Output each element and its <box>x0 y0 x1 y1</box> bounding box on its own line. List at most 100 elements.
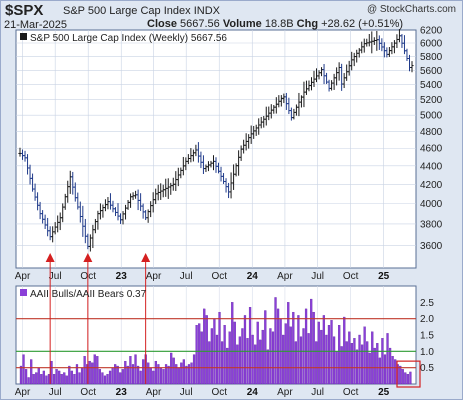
sentiment-bar <box>383 354 387 385</box>
price-x-tick: 24 <box>247 271 259 282</box>
chg-label: Chg <box>296 18 319 30</box>
sentiment-bar <box>315 341 318 385</box>
sentiment-bar <box>96 356 99 385</box>
sentiment-bar <box>108 370 112 385</box>
sentiment-bar <box>394 359 397 385</box>
sentiment-bar <box>190 362 193 385</box>
sentiment-bar <box>251 334 254 385</box>
sentiment-bar <box>63 372 66 385</box>
sentiment-bar <box>45 375 48 385</box>
sentiment-bar <box>368 352 371 385</box>
sentiment-bar <box>73 374 76 385</box>
sentiment-bar <box>238 336 242 385</box>
volume-value: 18.8B <box>264 18 294 30</box>
sentiment-bar <box>27 377 30 385</box>
sentiment-bar <box>317 321 320 385</box>
sentiment-bar <box>88 360 91 385</box>
sentiment-bar <box>22 354 25 385</box>
sentiment-bar <box>208 341 211 385</box>
sentiment-x-tick: Apr <box>15 387 31 398</box>
sentiment-bar <box>192 354 196 385</box>
sentiment-bar <box>353 338 356 385</box>
sentiment-x-tick: 24 <box>247 387 259 398</box>
low-arrow <box>45 253 55 262</box>
sentiment-bar <box>218 311 221 385</box>
sentiment-bar <box>203 308 206 385</box>
sentiment-x-tick: 25 <box>378 387 390 398</box>
sentiment-bar <box>355 349 359 385</box>
sentiment-bar <box>312 311 315 385</box>
close-label: Close <box>147 18 177 30</box>
sentiment-bar <box>24 369 28 385</box>
sentiment-bar <box>226 347 229 385</box>
price-y-tick: 4000 <box>420 199 443 210</box>
sentiment-bar <box>322 315 326 385</box>
sentiment-x-tick: Jul <box>49 387 62 398</box>
price-y-tick: 6200 <box>420 26 443 37</box>
sentiment-bar <box>30 359 33 385</box>
sentiment-bar <box>304 308 308 385</box>
sentiment-bar <box>243 315 247 385</box>
sentiment-bar <box>170 352 173 385</box>
source-credit: @ StockCharts.com <box>366 4 456 15</box>
sentiment-bar <box>363 326 366 385</box>
sentiment-bar <box>284 323 287 385</box>
sentiment-bar <box>220 341 224 385</box>
sentiment-bar <box>124 360 127 385</box>
sentiment-x-tick: 23 <box>116 387 128 398</box>
sentiment-bar <box>80 367 84 385</box>
price-y-tick: 5200 <box>420 95 443 106</box>
sentiment-bar <box>246 338 249 385</box>
sentiment-bar <box>180 362 183 385</box>
sentiment-legend-swatch <box>20 289 27 296</box>
sentiment-bar <box>376 343 379 385</box>
sentiment-bar <box>386 333 389 385</box>
annotations <box>45 253 421 388</box>
price-legend: S&P 500 Large Cap Index (Weekly) 5667.56 <box>30 33 227 44</box>
sentiment-bar <box>175 364 178 385</box>
sentiment-bar <box>371 331 374 385</box>
price-y-tick: 4600 <box>420 144 443 155</box>
sentiment-bar <box>261 329 264 385</box>
price-x-tick: Jul <box>180 271 193 282</box>
sentiment-bar <box>42 370 46 385</box>
price-x-tick: 23 <box>116 271 128 282</box>
sentiment-y-tick: 2.5 <box>420 298 434 309</box>
sentiment-bar <box>134 354 137 385</box>
price-x-tick: Apr <box>277 271 293 282</box>
sentiment-bar <box>231 302 234 385</box>
close-value: 5667.56 <box>180 18 220 30</box>
sentiment-bar <box>256 321 259 385</box>
volume-label: Volume <box>222 18 262 30</box>
sentiment-bar <box>114 364 117 385</box>
price-legend-swatch <box>20 33 27 40</box>
sentiment-bar <box>289 326 292 385</box>
sentiment-bar <box>55 369 58 385</box>
ticker-exchange: INDX <box>193 5 220 17</box>
sentiment-bar <box>406 374 410 385</box>
price-y-tick: 5000 <box>420 111 443 122</box>
sentiment-bar <box>266 349 270 385</box>
sentiment-bar <box>332 336 336 385</box>
sentiment-bar <box>327 325 331 385</box>
sentiment-bar <box>164 364 168 385</box>
sentiment-bar <box>106 374 109 385</box>
sentiment-bar <box>215 334 219 385</box>
sentiment-bar <box>162 369 165 385</box>
sentiment-bar <box>129 356 132 385</box>
sentiment-bar <box>378 357 382 385</box>
sentiment-bar <box>50 360 53 385</box>
sentiment-bar <box>404 372 407 385</box>
sentiment-x-tick: Oct <box>80 387 96 398</box>
sentiment-bar <box>307 333 310 385</box>
sentiment-bar <box>401 369 404 385</box>
price-y-tick: 5600 <box>420 66 443 77</box>
price-gridlines <box>16 30 416 268</box>
sentiment-bar <box>131 364 135 385</box>
sentiment-bar <box>65 375 68 385</box>
sentiment-y-tick: 2.0 <box>420 314 434 325</box>
sentiment-bar <box>350 343 354 385</box>
sentiment-bar <box>139 370 142 385</box>
sentiment-bar <box>60 374 63 385</box>
